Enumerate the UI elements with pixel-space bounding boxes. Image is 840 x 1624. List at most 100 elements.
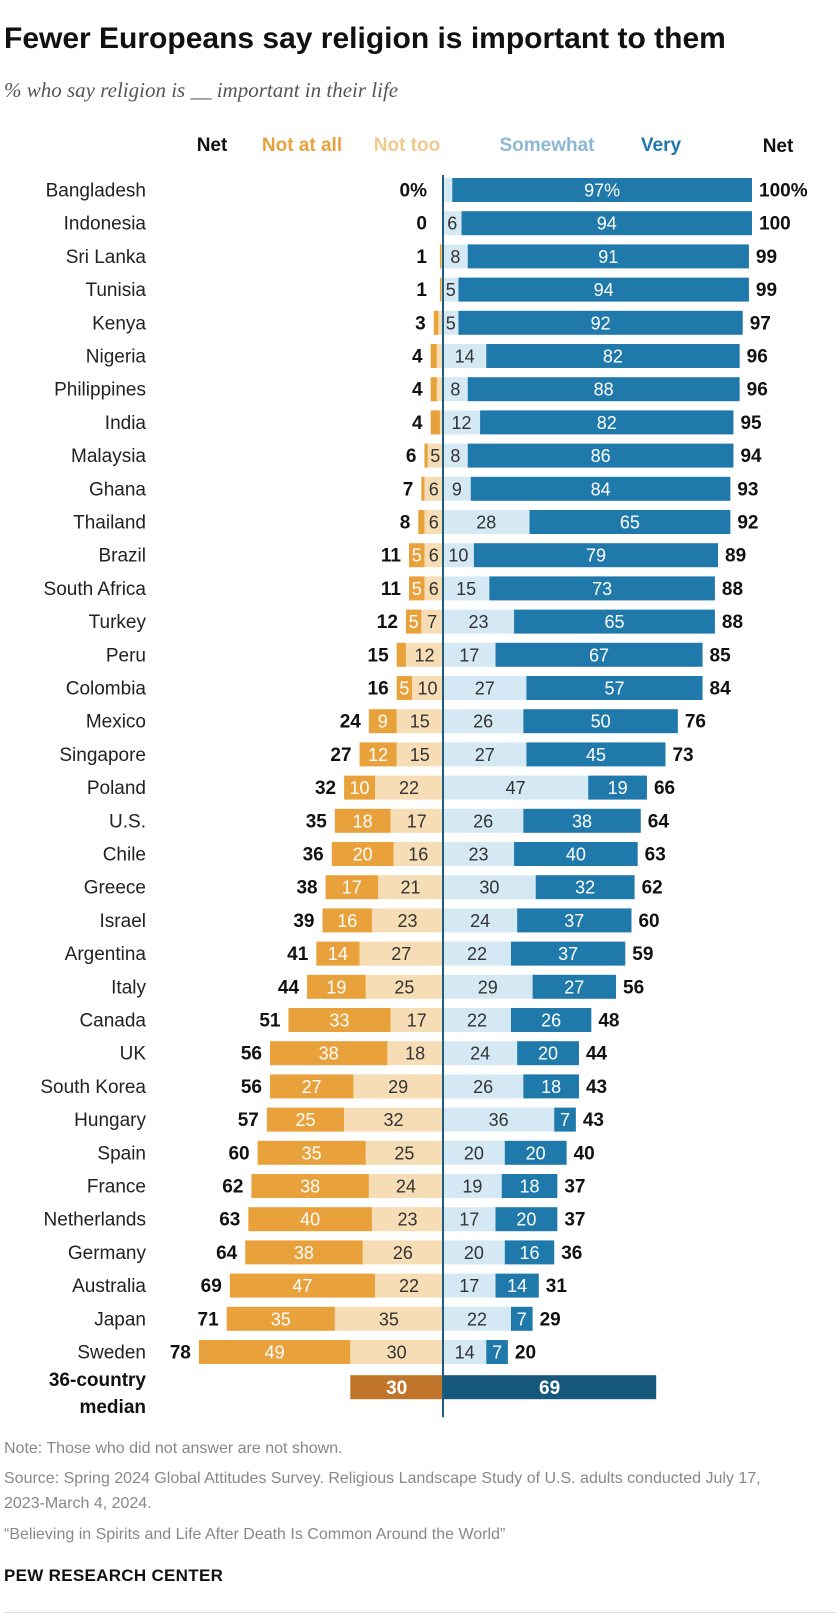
- chart-source: Source: Spring 2024 Global Attitudes Sur…: [4, 1470, 761, 1512]
- bar-not-too: [405, 642, 443, 667]
- bar-not-too: [396, 709, 443, 734]
- data-label-very: 7: [492, 1343, 502, 1363]
- bar-somewhat: [443, 211, 462, 236]
- country-label: Germany: [68, 1243, 147, 1264]
- bar-somewhat: [443, 676, 527, 700]
- data-label-very: 65: [604, 612, 624, 632]
- net-not-important-label: 35: [306, 811, 328, 832]
- country-label: Hungary: [74, 1110, 146, 1131]
- net-important-label: 88: [722, 612, 743, 633]
- country-label: Malaysia: [71, 446, 146, 467]
- data-label-not-at-all: 33: [329, 1011, 349, 1031]
- bar-very: [529, 510, 731, 534]
- net-important-label: 20: [515, 1343, 536, 1364]
- country-label: Sri Lanka: [66, 247, 147, 268]
- bar-very: [489, 576, 715, 601]
- data-label-very: 50: [591, 712, 611, 732]
- data-label-very: 92: [591, 313, 611, 333]
- chart-note: Note: Those who did not answer are not s…: [4, 1440, 343, 1457]
- country-label: Israel: [100, 911, 146, 932]
- bar-not-too: [390, 808, 443, 833]
- net-important-label: 99: [756, 247, 777, 268]
- country-label: South Africa: [44, 579, 147, 600]
- country-label: Nigeria: [86, 347, 147, 368]
- country-label: Bangladesh: [46, 181, 146, 202]
- bar-not-at-all: [257, 1140, 366, 1165]
- data-label-somewhat: 30: [479, 878, 499, 898]
- net-not-important-label: 41: [287, 944, 309, 965]
- net-important-label: 40: [574, 1143, 595, 1164]
- net-important-label: 85: [710, 645, 732, 666]
- bar-very: [535, 875, 635, 900]
- data-label-not-at-all: 47: [292, 1276, 312, 1296]
- bar-not-too: [436, 377, 443, 402]
- data-label-not-too: 17: [407, 1011, 427, 1031]
- bar-somewhat: [443, 344, 487, 368]
- bar-not-too: [412, 676, 443, 700]
- bar-not-at-all: [269, 1074, 354, 1099]
- data-label-somewhat: 26: [473, 1077, 493, 1097]
- bar-very: [588, 775, 647, 800]
- data-label-somewhat: 15: [456, 579, 476, 599]
- net-not-important-label: 71: [198, 1309, 220, 1330]
- net-not-important-label: 38: [296, 878, 317, 899]
- net-not-important-label: 57: [238, 1110, 259, 1131]
- net-not-important-label: 1: [416, 280, 427, 301]
- data-label-very: 32: [575, 878, 595, 898]
- bar-somewhat: [443, 609, 515, 634]
- data-label-somewhat: 20: [464, 1243, 484, 1263]
- data-label-not-at-all: 10: [350, 778, 370, 798]
- data-label-somewhat: 5: [446, 280, 456, 300]
- data-label-somewhat: 23: [469, 612, 489, 632]
- net-not-important-label: 24: [340, 712, 362, 733]
- data-label-somewhat: 27: [475, 679, 495, 699]
- median-bar-not-important: [350, 1375, 443, 1400]
- median-label-line1: 36-country: [49, 1370, 147, 1391]
- bar-somewhat: [443, 974, 533, 999]
- country-label: Netherlands: [44, 1210, 146, 1231]
- data-label-not-at-all: 25: [295, 1110, 315, 1130]
- data-label-very: 97%: [584, 181, 620, 201]
- country-label: Indonesia: [64, 214, 147, 235]
- data-label-very: 73: [592, 579, 612, 599]
- data-label-not-at-all: 5: [412, 579, 422, 599]
- bar-very: [470, 476, 731, 501]
- data-label-not-too: 18: [405, 1044, 425, 1064]
- bar-not-too: [387, 1041, 443, 1066]
- country-label: Ghana: [89, 479, 146, 500]
- net-important-label: 43: [586, 1077, 607, 1098]
- bar-very: [554, 1107, 576, 1132]
- bar-very: [514, 609, 715, 634]
- data-label-not-too: 15: [410, 712, 430, 732]
- median-label-line2: median: [79, 1397, 146, 1418]
- bar-somewhat: [443, 875, 536, 900]
- bar-somewhat: [443, 1074, 524, 1099]
- data-label-very: 40: [566, 845, 586, 865]
- net-not-important-label: 7: [403, 479, 414, 500]
- bar-very: [473, 543, 719, 568]
- bar-very: [510, 941, 626, 966]
- net-not-important-label: 69: [201, 1276, 222, 1297]
- net-important-label: 100%: [759, 181, 808, 202]
- header-net-right: Net: [763, 136, 794, 157]
- net-important-label: 92: [737, 513, 758, 534]
- data-label-somewhat: 22: [467, 944, 487, 964]
- net-important-label: 63: [645, 845, 666, 866]
- bar-somewhat: [443, 310, 459, 335]
- bar-somewhat: [443, 941, 511, 966]
- bar-not-too: [371, 908, 443, 933]
- bar-not-too: [359, 941, 443, 966]
- data-label-not-at-all: 20: [353, 845, 373, 865]
- country-label: U.S.: [109, 811, 146, 832]
- header-not-at-all: Not at all: [262, 135, 342, 156]
- bar-not-too: [365, 974, 443, 999]
- data-label-not-at-all: 40: [300, 1210, 320, 1230]
- data-label-somewhat: 8: [450, 446, 460, 466]
- data-label-very: 84: [591, 479, 611, 499]
- bar-very: [532, 974, 617, 999]
- bar-not-at-all: [325, 875, 379, 900]
- country-label: Argentina: [65, 944, 147, 965]
- bar-not-too: [371, 1207, 443, 1232]
- country-label: Japan: [94, 1309, 146, 1330]
- data-label-not-too: 6: [429, 513, 439, 533]
